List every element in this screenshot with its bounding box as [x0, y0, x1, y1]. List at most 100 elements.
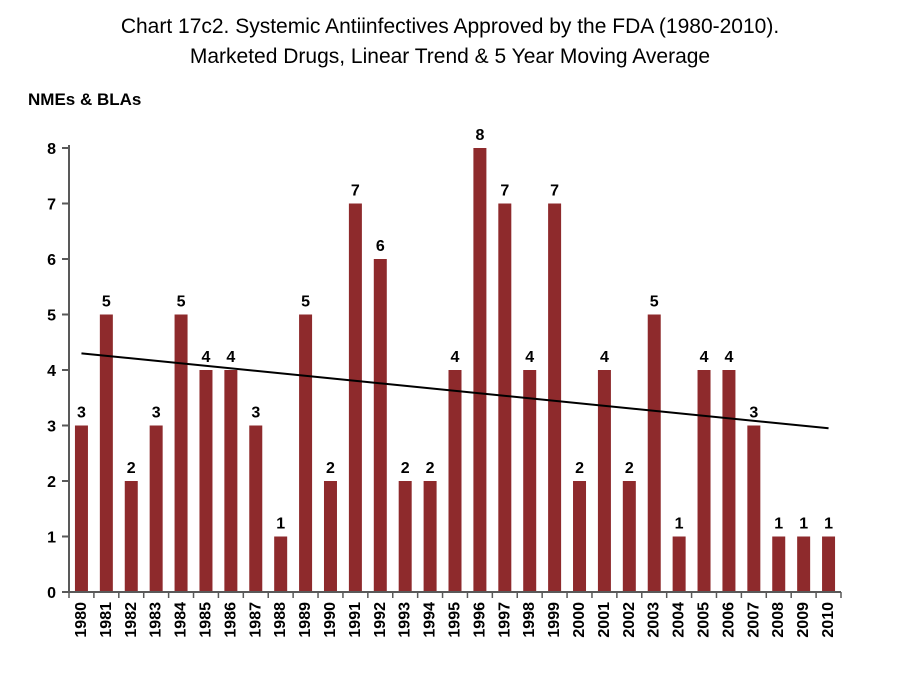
y-tick-label-8: 8 — [47, 141, 56, 158]
bar-value-label-1991: 7 — [351, 183, 360, 200]
bar-value-label-1999: 7 — [550, 183, 559, 200]
x-tick-label-1982: 1982 — [123, 602, 140, 638]
x-tick-label-2008: 2008 — [770, 602, 787, 638]
bar-2001 — [597, 370, 611, 592]
bar-value-label-2001: 4 — [600, 349, 609, 366]
bar-value-label-2004: 1 — [675, 516, 684, 533]
x-tick-label-2000: 2000 — [571, 602, 588, 638]
x-tick-label-2009: 2009 — [795, 602, 812, 638]
bar-value-label-1987: 3 — [251, 405, 260, 422]
bar-value-label-2006: 4 — [724, 349, 733, 366]
y-tick-label-2: 2 — [47, 474, 56, 491]
y-tick-label-6: 6 — [47, 252, 56, 269]
y-tick-label-5: 5 — [47, 308, 56, 325]
y-tick-label-7: 7 — [47, 197, 56, 214]
x-tick-label-2007: 2007 — [745, 602, 762, 638]
x-tick-label-2006: 2006 — [720, 602, 737, 638]
bar-1980 — [74, 425, 88, 592]
bar-value-label-2010: 1 — [824, 516, 833, 533]
x-tick-label-2004: 2004 — [671, 602, 688, 638]
x-tick-label-1990: 1990 — [322, 602, 339, 638]
bar-value-label-1986: 4 — [226, 349, 235, 366]
x-tick-label-1993: 1993 — [397, 602, 414, 638]
bar-1988 — [274, 536, 288, 592]
bar-1990 — [323, 481, 337, 592]
x-tick-label-1991: 1991 — [347, 602, 364, 638]
bar-1991 — [348, 203, 362, 592]
bar-1989 — [299, 314, 313, 592]
bar-value-label-2003: 5 — [650, 294, 659, 311]
bar-value-label-1980: 3 — [77, 405, 86, 422]
bar-2004 — [672, 536, 686, 592]
bar-2008 — [772, 536, 786, 592]
bar-1995 — [448, 370, 462, 592]
bar-2000 — [573, 481, 587, 592]
x-tick-label-1988: 1988 — [272, 602, 289, 638]
y-axis-title: NMEs & BLAs — [28, 90, 142, 109]
bar-1982 — [124, 481, 138, 592]
x-tick-label-1992: 1992 — [372, 602, 389, 638]
bar-2006 — [722, 370, 736, 592]
bar-value-label-1982: 2 — [127, 460, 136, 477]
bar-value-label-2007: 3 — [749, 405, 758, 422]
x-tick-label-2003: 2003 — [646, 602, 663, 638]
bar-value-label-1989: 5 — [301, 294, 310, 311]
bar-1998 — [523, 370, 537, 592]
bar-1999 — [548, 203, 562, 592]
x-tick-label-1981: 1981 — [98, 602, 115, 638]
y-tick-label-3: 3 — [47, 419, 56, 436]
x-tick-label-1989: 1989 — [297, 602, 314, 638]
bar-1986 — [224, 370, 238, 592]
bar-value-label-1988: 1 — [276, 516, 285, 533]
bar-value-label-2002: 2 — [625, 460, 634, 477]
x-tick-label-1999: 1999 — [546, 602, 563, 638]
x-tick-label-1987: 1987 — [247, 602, 264, 638]
bar-2007 — [747, 425, 761, 592]
x-tick-label-1994: 1994 — [422, 602, 439, 638]
bar-2003 — [647, 314, 661, 592]
x-tick-label-2005: 2005 — [696, 602, 713, 638]
bar-1992 — [373, 259, 387, 592]
bar-value-label-1985: 4 — [202, 349, 211, 366]
x-tick-label-1995: 1995 — [447, 602, 464, 638]
bar-value-label-1997: 7 — [500, 183, 509, 200]
bar-1985 — [199, 370, 213, 592]
x-tick-label-1998: 1998 — [521, 602, 538, 638]
bar-1984 — [174, 314, 188, 592]
bar-2005 — [697, 370, 711, 592]
bar-2002 — [622, 481, 636, 592]
bar-value-label-1994: 2 — [426, 460, 435, 477]
x-tick-label-1996: 1996 — [471, 602, 488, 638]
bar-1997 — [498, 203, 512, 592]
bar-value-label-2009: 1 — [799, 516, 808, 533]
bar-2009 — [797, 536, 811, 592]
chart-title-line1: Chart 17c2. Systemic Antiinfectives Appr… — [120, 15, 780, 38]
bar-value-label-2000: 2 — [575, 460, 584, 477]
x-tick-label-1980: 1980 — [73, 602, 90, 638]
bar-value-label-2008: 1 — [774, 516, 783, 533]
bar-value-label-1983: 3 — [152, 405, 161, 422]
x-tick-label-1983: 1983 — [148, 602, 165, 638]
x-tick-label-2001: 2001 — [596, 602, 613, 638]
y-tick-label-4: 4 — [47, 363, 56, 380]
bar-1981 — [99, 314, 113, 592]
x-tick-label-1997: 1997 — [496, 602, 513, 638]
x-tick-label-1985: 1985 — [197, 602, 214, 638]
x-tick-label-2010: 2010 — [820, 602, 837, 638]
bar-value-label-1993: 2 — [401, 460, 410, 477]
bar-1993 — [398, 481, 412, 592]
bar-value-label-1990: 2 — [326, 460, 335, 477]
bar-value-label-1981: 5 — [102, 294, 111, 311]
bar-1983 — [149, 425, 163, 592]
bar-value-label-1995: 4 — [451, 349, 460, 366]
y-tick-label-1: 1 — [47, 530, 56, 547]
x-tick-label-1984: 1984 — [173, 602, 190, 638]
bar-1996 — [473, 148, 487, 592]
bar-value-label-1984: 5 — [177, 294, 186, 311]
x-tick-label-2002: 2002 — [621, 602, 638, 638]
bar-value-label-2005: 4 — [700, 349, 709, 366]
x-tick-label-1986: 1986 — [222, 602, 239, 638]
linear-trend-line — [81, 352, 829, 430]
